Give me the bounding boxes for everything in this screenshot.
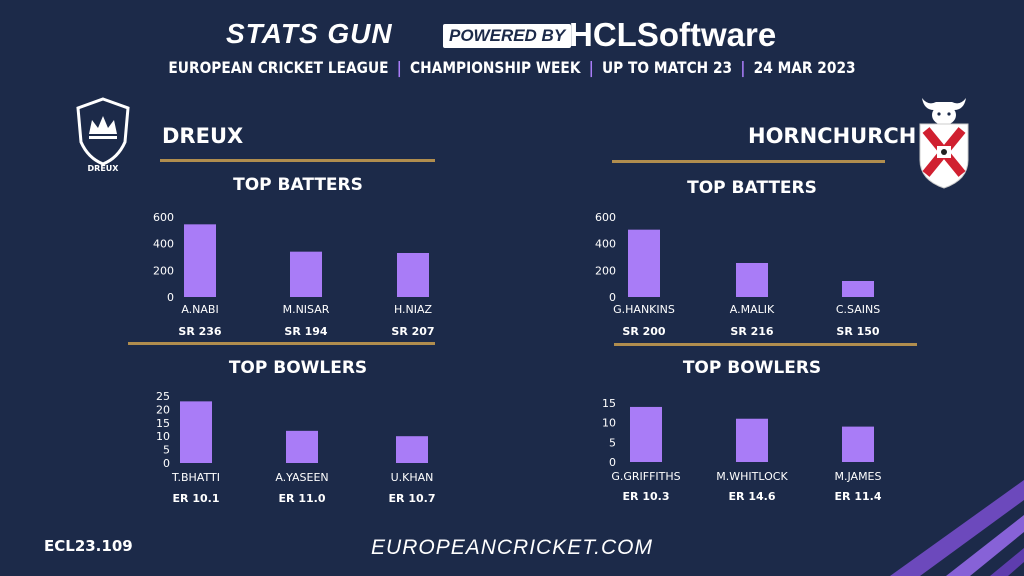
powered-by-badge: POWERED BY [443,24,572,48]
shield-icon [76,97,130,166]
category-label: M.JAMES [835,470,882,483]
strike-rate-label: ER 11.0 [279,492,326,505]
y-tick-label: 10 [156,430,170,443]
subtitle-date: 24 MAR 2023 [753,58,856,77]
bar [290,251,322,297]
bar [736,418,768,462]
team-name-left: DREUX [162,124,244,148]
divider-right-top [612,160,885,163]
y-tick-label: 200 [153,264,174,277]
section-title-left-batters: TOP BATTERS [233,175,363,195]
strike-rate-label: SR 150 [836,325,880,338]
team-name-right: HORNCHURCH [748,124,917,148]
bar [736,263,768,297]
category-label: H.NIAZ [394,303,433,316]
strike-rate-label: SR 236 [178,325,222,338]
decorative-stripes [890,480,1024,576]
footer-code: ECL23.109 [44,537,133,555]
y-tick-label: 600 [153,211,174,224]
subtitle-week: CHAMPIONSHIP WEEK [410,58,581,77]
bar [630,406,662,462]
y-tick-label: 10 [602,417,616,430]
strike-rate-label: ER 11.4 [835,490,882,503]
category-label: G.HANKINS [613,303,675,316]
bar [842,426,874,462]
strike-rate-label: ER 10.7 [389,492,436,505]
chart-hornchurch-batters: 0 200 400 600 G.HANKINS SR 200 A.MALIK SR 216 C.… [595,211,880,338]
section-title-left-bowlers: TOP BOWLERS [228,358,368,378]
y-tick-label: 25 [156,390,170,403]
y-tick-label: 5 [609,436,616,449]
y-tick-label: 15 [156,417,170,430]
brand-stats-gun: STATS GUN [226,18,393,49]
strike-rate-label: SR 207 [391,325,434,338]
brand-hcl: HCLSoftware [569,16,776,54]
bar [628,229,660,297]
subtitle-separator: | [740,58,746,77]
bull-icon [922,98,966,125]
y-tick-label: 0 [163,457,170,470]
divider-left-mid [128,342,435,345]
subtitle-league: EUROPEAN CRICKET LEAGUE [168,58,389,77]
strike-rate-label: ER 10.1 [173,492,220,505]
bar [396,436,428,463]
header-banner: STATS GUN POWERED BY HCLSoftware [0,16,1024,56]
bar [184,224,216,297]
dreux-logo: DREUX [76,97,130,173]
bar [286,430,318,463]
category-label: A.NABI [181,303,218,316]
bar [842,281,874,297]
section-title-right-bowlers: TOP BOWLERS [682,358,822,378]
bar [397,253,429,297]
divider-left-top [160,159,435,162]
strike-rate-label: ER 14.6 [729,490,776,503]
y-tick-label: 20 [156,403,170,416]
subtitle-separator: | [396,58,402,77]
y-tick-label: 0 [167,291,174,304]
y-tick-label: 0 [609,456,616,469]
y-tick-label: 5 [163,444,170,457]
subtitle-match: UP TO MATCH 23 [601,58,733,77]
crown-icon [89,116,117,134]
divider-right-mid [614,343,917,346]
strike-rate-label: SR 194 [284,325,328,338]
y-tick-label: 200 [595,264,616,277]
section-title-right-batters: TOP BATTERS [687,178,817,198]
brand-software-part: Software [636,16,777,53]
category-label: U.KHAN [391,471,434,484]
chart-hornchurch-bowlers: 0 5 10 15 G.GRIFFITHS ER 10.3 M.WHITLOCK ER 14.… [602,397,882,503]
brand-hcl-part: HCL [569,16,637,53]
category-label: T.BHATTI [171,471,220,484]
category-label: C.SAINS [836,303,880,316]
y-tick-label: 15 [602,397,616,410]
y-tick-label: 0 [609,291,616,304]
category-label: A.MALIK [730,303,775,316]
subtitle-line: EUROPEAN CRICKET LEAGUE | CHAMPIONSHIP W… [72,58,953,77]
strike-rate-label: ER 10.3 [623,490,670,503]
chart-dreux-batters: 0 200 400 600 A.NABI SR 236 M.NISAR SR 194 H.NIA… [153,211,435,338]
footer-website: EUROPEANCRICKET.COM [371,536,653,559]
category-label: M.WHITLOCK [716,470,788,483]
strike-rate-label: SR 200 [622,325,666,338]
subtitle-separator: | [588,58,594,77]
y-tick-label: 400 [595,238,616,251]
strike-rate-label: SR 216 [730,325,774,338]
y-tick-label: 400 [153,238,174,251]
y-tick-label: 600 [595,211,616,224]
category-label: A.YASEEN [275,471,328,484]
dreux-logo-text: DREUX [88,164,120,173]
category-label: G.GRIFFITHS [611,470,680,483]
category-label: M.NISAR [283,303,330,316]
bar [180,401,212,463]
hornchurch-logo [919,98,969,189]
